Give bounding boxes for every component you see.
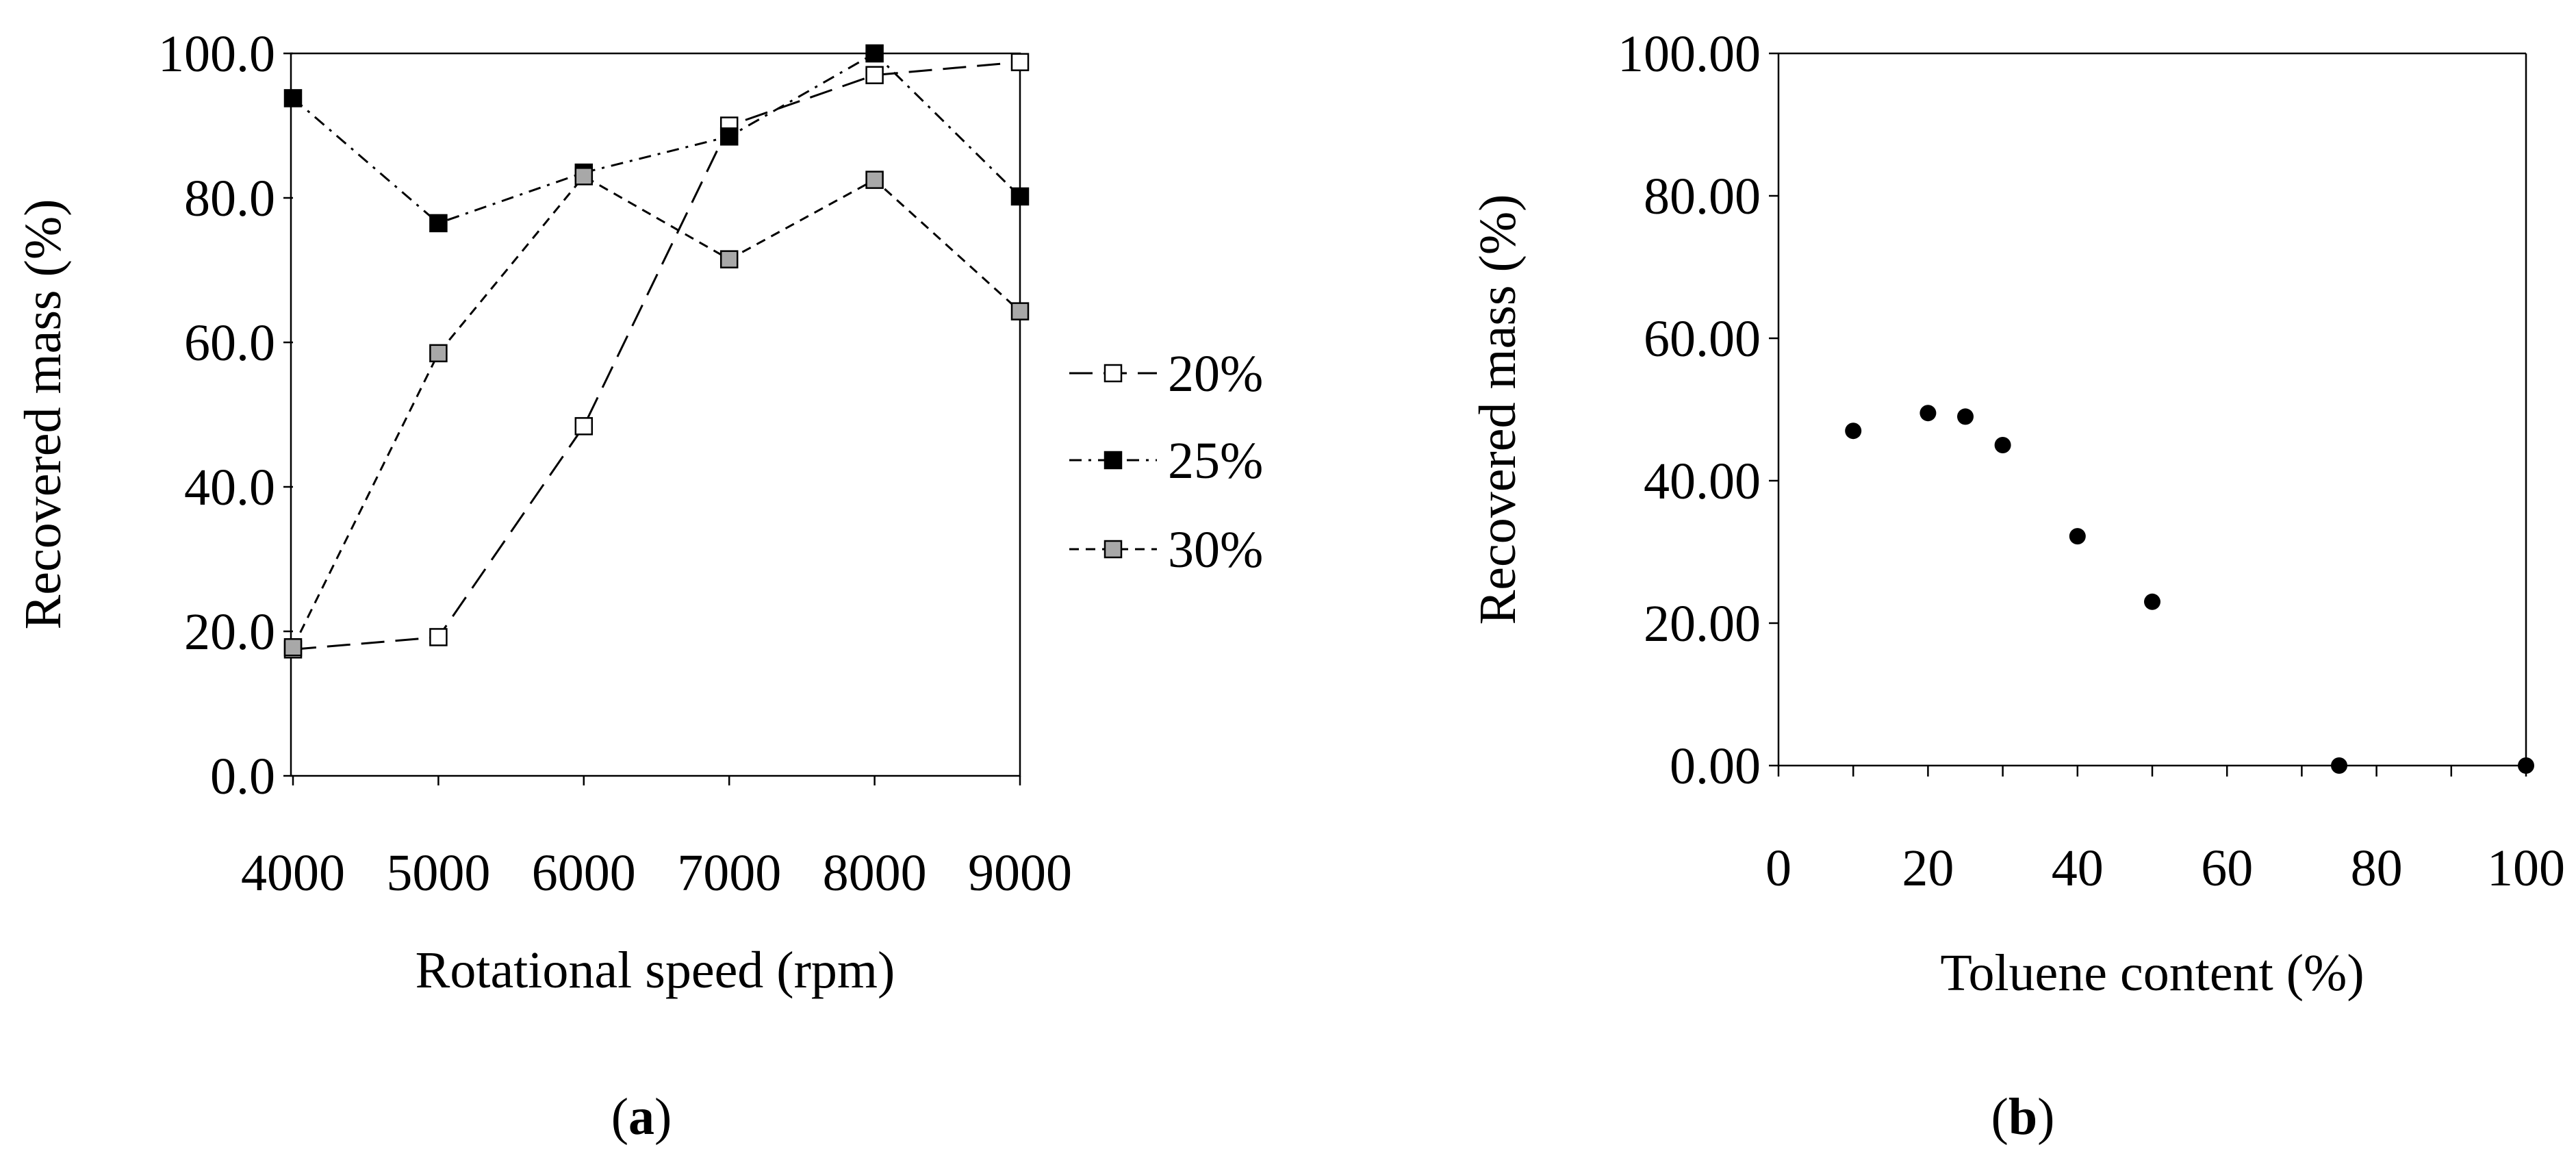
chart-a-legend-label: 25% (1168, 432, 1263, 490)
chart-a-x-tick-label: 4000 (241, 844, 345, 902)
chart-b-data-point (1845, 422, 1862, 440)
chart-a-legend-label: 30% (1168, 521, 1263, 579)
chart-a-data-point (283, 89, 303, 108)
chart-b-data-point (1957, 408, 1974, 425)
chart-a-data-point (429, 344, 448, 363)
chart-a-y-tick-label: 80.0 (184, 170, 275, 227)
chart-b-data-point (1994, 437, 2011, 453)
chart-b-panel-label: (b) (1991, 1088, 2055, 1146)
chart-a-legend-marker (1104, 451, 1123, 470)
chart-a-x-tick-label: 5000 (386, 844, 490, 902)
chart-a: 0.0 20.0 40.0 60.0 80.0 100.0 4000 5000 6000 700… (14, 25, 1263, 1146)
chart-b-y-tick-label: 100.00 (1618, 25, 1761, 83)
chart-a-y-tick-label: 20.0 (184, 603, 275, 661)
chart-b-panel-letter: b (2008, 1088, 2037, 1146)
chart-b-data-point (2518, 757, 2534, 774)
chart-a-data-point (429, 628, 448, 646)
chart-b-x-tick-label: 0 (1765, 840, 1791, 897)
chart-a-x-tick-label: 9000 (968, 844, 1072, 902)
chart-a-y-tick-label: 40.0 (184, 459, 275, 516)
chart-a-y-tick-label: 100.0 (158, 25, 275, 83)
chart-a-y-axis-label: Recovered mass (%) (14, 199, 72, 630)
chart-b-x-tick-label: 60 (2201, 840, 2253, 897)
chart-b-y-tick-label: 20.00 (1644, 595, 1761, 653)
chart-b: 0.00 20.00 40.00 60.00 80.00 100.00 0 20 40 60 80… (1469, 25, 2565, 1146)
chart-b-data-point (2069, 528, 2086, 545)
chart-a-panel-letter: a (628, 1088, 654, 1146)
chart-a-legend-marker (1104, 540, 1123, 559)
chart-b-x-tick-label: 40 (2052, 840, 2104, 897)
chart-b-x-tick-label: 100 (2487, 840, 2565, 897)
chart-a-data-point (283, 638, 303, 657)
chart-a-x-tick-label: 7000 (677, 844, 781, 902)
chart-a-panel-label: (a) (611, 1088, 672, 1146)
chart-a-y-tick-label: 0.0 (210, 748, 275, 805)
chart-a-data-point (429, 214, 448, 233)
chart-b-y-tick-label: 80.00 (1644, 168, 1761, 225)
chart-a-data-point (719, 127, 739, 146)
chart-b-y-tick-label: 40.00 (1644, 453, 1761, 510)
chart-b-data-point (2144, 593, 2160, 610)
chart-a-y-axis: 0.0 20.0 40.0 60.0 80.0 100.0 (158, 25, 293, 805)
chart-a-legend-label: 20% (1168, 345, 1263, 403)
chart-b-x-tick-label: 80 (2351, 840, 2403, 897)
chart-b-x-tick-label: 20 (1902, 840, 1954, 897)
chart-b-x-axis: 0 20 40 60 80 100 (1765, 766, 2565, 897)
chart-a-series-line-1 (292, 52, 1021, 225)
chart-b-y-tick-label: 60.00 (1644, 310, 1761, 368)
chart-a-legend: 20% 25% 30% (1069, 345, 1263, 579)
chart-a-x-tick-label: 8000 (823, 844, 927, 902)
chart-a-series-line-2 (292, 175, 1021, 648)
chart-a-y-tick-label: 60.0 (184, 314, 275, 372)
chart-b-y-axis: 0.00 20.00 40.00 60.00 80.00 100.00 (1618, 25, 1778, 795)
chart-a-data-point (1010, 53, 1030, 71)
chart-b-y-axis-label: Recovered mass (%) (1469, 194, 1527, 625)
chart-a-data-point (865, 44, 884, 63)
chart-b-y-tick-label: 0.00 (1670, 737, 1761, 795)
chart-a-data-point (865, 66, 884, 84)
chart-a-data-point (1010, 187, 1030, 206)
chart-b-x-axis-label: Toluene content (%) (1940, 944, 2364, 1002)
chart-a-data-point (1010, 302, 1030, 320)
chart-b-data-point (2331, 757, 2347, 774)
chart-a-x-tick-label: 6000 (532, 844, 636, 902)
chart-a-series (283, 44, 1030, 659)
chart-a-x-axis: 4000 5000 6000 7000 8000 9000 (241, 776, 1072, 902)
chart-a-plot-frame (290, 52, 1021, 777)
chart-a-data-point (865, 171, 884, 189)
chart-b-data-point (1920, 405, 1937, 422)
chart-a-x-axis-label: Rotational speed (rpm) (416, 942, 895, 999)
chart-a-data-point (574, 417, 594, 436)
chart-a-legend-marker (1104, 364, 1123, 383)
chart-a-series-line-0 (292, 61, 1021, 651)
chart-a-data-point (574, 167, 594, 186)
chart-a-data-point (719, 250, 739, 268)
chart-b-series (1845, 405, 2534, 774)
